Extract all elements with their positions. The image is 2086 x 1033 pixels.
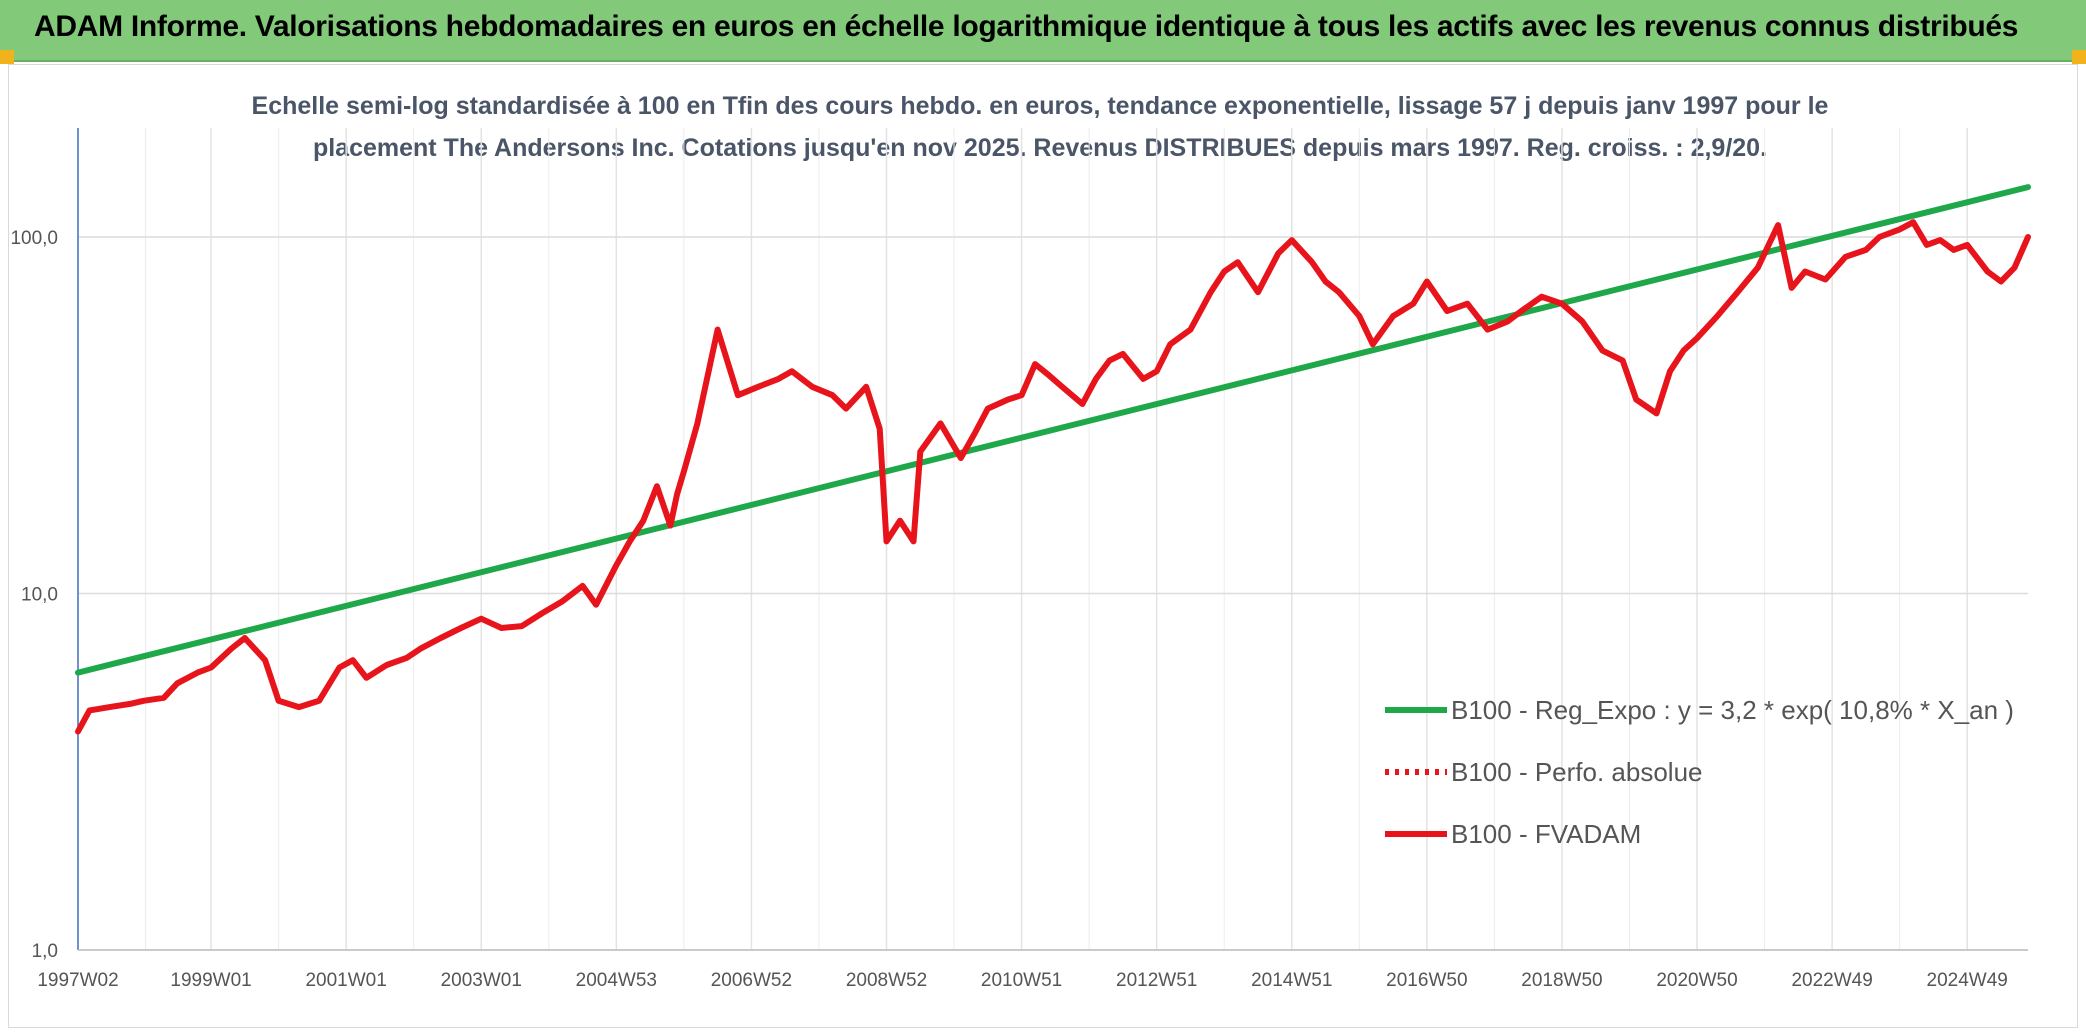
- x-tick-label: 2004W53: [576, 970, 657, 991]
- chart-frame: [8, 64, 2078, 1028]
- x-tick-label: 2012W51: [1116, 970, 1197, 991]
- corner-marker: [0, 50, 14, 64]
- legend-label: B100 - FVADAM: [1451, 819, 1641, 849]
- grid-lines: [77, 128, 2028, 951]
- report-title: ADAM Informe. Valorisations hebdomadaire…: [34, 10, 2019, 43]
- corner-marker: [2072, 50, 2086, 64]
- x-tick-label: 2016W50: [1386, 970, 1467, 991]
- legend: B100 - Reg_Expo : y = 3,2 * exp( 10,8% *…: [1385, 695, 2014, 849]
- legend-label: B100 - Reg_Expo : y = 3,2 * exp( 10,8% *…: [1451, 695, 2014, 725]
- axes: [77, 128, 2028, 951]
- series-line-0: [75, 184, 2031, 676]
- x-tick-label: 2001W01: [305, 970, 386, 991]
- chart-title-line-2: placement The Andersons Inc. Cotations j…: [312, 134, 1768, 162]
- x-tick-label: 2008W52: [846, 970, 927, 991]
- x-tick-label: 2003W01: [441, 970, 522, 991]
- report-banner: ADAM Informe. Valorisations hebdomadaire…: [0, 0, 2086, 62]
- x-tick-label: 2022W49: [1791, 970, 1872, 991]
- chart-title-line-1: Echelle semi-log standardisée à 100 en T…: [251, 92, 1829, 120]
- series-layer: [75, 184, 2031, 735]
- tick-labels: 1997W02 1999W01 2001W01 2003W01 2004W53 2006W…: [10, 228, 2007, 991]
- x-tick-label: 2018W50: [1521, 970, 1602, 991]
- x-tick-label: 2006W52: [711, 970, 792, 991]
- x-tick-label: 1999W01: [170, 970, 251, 991]
- y-tick-label: 10,0: [21, 585, 58, 606]
- x-tick-label: 2020W50: [1656, 970, 1737, 991]
- series-line-2: [75, 219, 2031, 735]
- y-tick-label: 100,0: [10, 228, 58, 249]
- x-tick-label: 2010W51: [981, 970, 1062, 991]
- x-tick-label: 2014W51: [1251, 970, 1332, 991]
- x-tick-label: 2024W49: [1927, 970, 2008, 991]
- y-tick-label: 1,0: [32, 941, 58, 962]
- legend-label: B100 - Perfo. absolue: [1451, 757, 1703, 787]
- x-tick-label: 1997W02: [37, 970, 118, 991]
